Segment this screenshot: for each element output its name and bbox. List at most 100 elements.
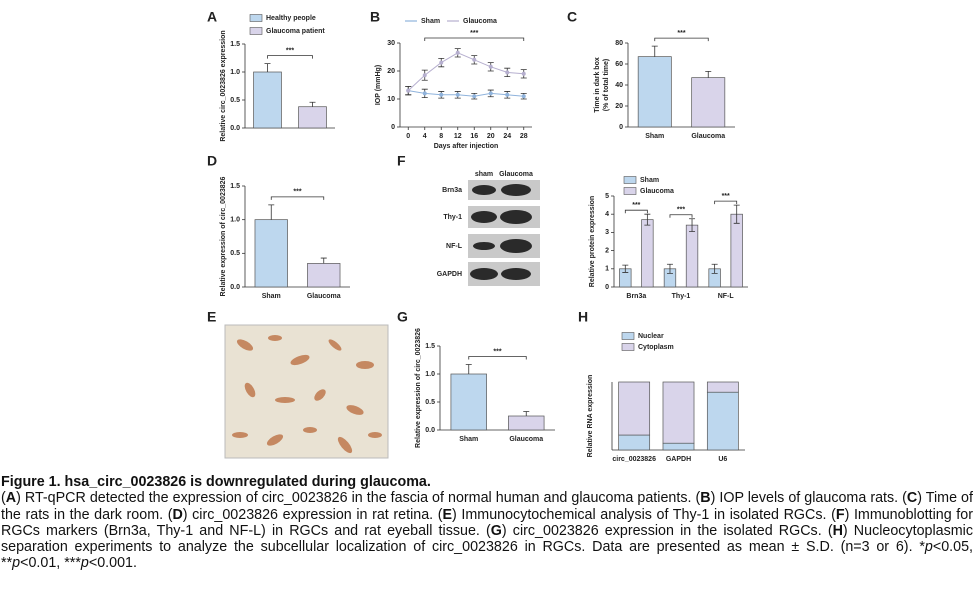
caption-text: H	[832, 522, 843, 539]
bar	[685, 224, 699, 288]
bar-segment	[706, 391, 739, 451]
point	[406, 88, 411, 93]
significance-label: ***	[632, 202, 640, 209]
caption-text: C	[906, 490, 918, 507]
y-tick-label: 0.5	[230, 250, 240, 257]
y-tick-label: 30	[387, 40, 395, 47]
x-tick-label: 12	[454, 133, 462, 140]
legend-swatch	[623, 187, 637, 195]
legend-swatch	[623, 176, 637, 184]
point	[439, 60, 444, 65]
significance-label: ***	[470, 30, 478, 37]
y-tick-label: 0.5	[425, 399, 435, 406]
bar-segment	[662, 381, 695, 444]
bar-segment	[706, 381, 739, 393]
error-bar	[465, 364, 472, 374]
y-tick-label: 2	[605, 247, 609, 254]
legend-swatch	[621, 332, 635, 340]
blot-row: Thy-1	[443, 214, 462, 221]
point	[521, 94, 526, 99]
panel-label: H	[578, 309, 588, 325]
caption-text: ) circ_0023826 expression in the isolate…	[501, 522, 833, 539]
error-bar	[264, 63, 271, 72]
bar	[508, 415, 545, 431]
point	[472, 94, 477, 99]
x-tick-label: Thy-1	[672, 293, 691, 300]
blot-row: NF-L	[446, 243, 463, 250]
significance-bracket	[267, 55, 313, 59]
point	[488, 64, 493, 69]
blot-row: Brn3a	[442, 187, 462, 194]
significance-label: ***	[677, 207, 685, 214]
legend-label: Cytoplasm	[638, 344, 674, 351]
y-tick-label: 0.0	[230, 284, 240, 291]
error-bar	[309, 101, 316, 107]
y-tick-label: 0	[619, 124, 623, 131]
significance-bracket	[624, 209, 648, 214]
bar-segment	[618, 434, 651, 451]
point	[505, 92, 510, 97]
significance-label: ***	[493, 348, 501, 355]
blot-row: GAPDH	[437, 271, 462, 278]
point	[488, 91, 493, 96]
y-tick-label: 1.0	[425, 371, 435, 378]
y-axis-label: (% of total time)	[603, 59, 610, 112]
caption-text: A	[5, 490, 17, 507]
y-tick-label: 0	[605, 284, 609, 291]
caption-text: G	[490, 522, 502, 539]
error-bar	[666, 263, 673, 274]
series-line	[408, 90, 524, 97]
caption-text: (	[1, 490, 6, 507]
panel-label: A	[207, 9, 217, 25]
y-tick-label: 40	[615, 82, 623, 89]
caption-text: ) Nucleocytoplasmic separation experimen…	[1, 522, 973, 556]
significance-bracket	[468, 356, 527, 360]
y-axis-label: Relative expression of circ_0023826	[415, 328, 422, 448]
point	[422, 91, 427, 96]
legend-label: Glaucoma patient	[266, 28, 325, 35]
legend-swatch	[249, 14, 263, 22]
x-tick-label: circ_0023826	[612, 456, 656, 463]
x-axis-label: Days after injection	[434, 143, 499, 150]
bar	[298, 106, 327, 129]
point	[455, 50, 460, 55]
y-tick-label: 4	[605, 211, 609, 218]
caption-text: ) Time of the rats in the dark room. (	[1, 490, 973, 523]
x-tick-label: 24	[503, 133, 511, 140]
x-tick-label: 16	[470, 133, 478, 140]
y-axis-label: Relative circ_0023826 expression	[220, 30, 227, 141]
series-line	[407, 52, 524, 91]
x-tick-label: Brn3a	[626, 293, 646, 300]
y-tick-label: 0	[391, 124, 395, 131]
bar	[307, 263, 341, 288]
significance-bracket	[424, 37, 525, 41]
caption-text: F	[835, 506, 845, 523]
y-tick-label: 1.0	[230, 217, 240, 224]
panel-label: C	[567, 9, 577, 25]
legend-label: Sham	[421, 18, 440, 25]
error-bar	[644, 213, 651, 226]
caption-text: <0.01, ***	[20, 555, 81, 572]
x-tick-label: NF-L	[718, 293, 735, 300]
error-bar	[705, 70, 712, 78]
bar	[691, 77, 726, 128]
panel-label: F	[397, 153, 406, 169]
legend-label: Glaucoma	[640, 188, 674, 195]
blot-column: Glaucoma	[499, 171, 533, 178]
caption-text: p	[924, 539, 933, 556]
legend-swatch	[249, 27, 263, 35]
x-tick-label: GAPDH	[666, 456, 691, 463]
panel-label: D	[207, 153, 217, 169]
y-tick-label: 20	[615, 103, 623, 110]
y-tick-label: 0.0	[230, 125, 240, 132]
caption-text: ) RT-qPCR detected the expression of cir…	[16, 490, 701, 507]
caption-title: Figure 1. hsa_circ_0023826 is downregula…	[1, 474, 431, 490]
legend-label: Healthy people	[266, 15, 316, 22]
legend-label: Glaucoma	[463, 18, 497, 25]
significance-label: ***	[677, 30, 685, 37]
error-bar	[711, 263, 718, 274]
x-tick-label: Glaucoma	[691, 133, 725, 140]
y-axis-label: Time in dark box	[594, 57, 601, 113]
caption-text: <0.05, **	[1, 539, 973, 572]
